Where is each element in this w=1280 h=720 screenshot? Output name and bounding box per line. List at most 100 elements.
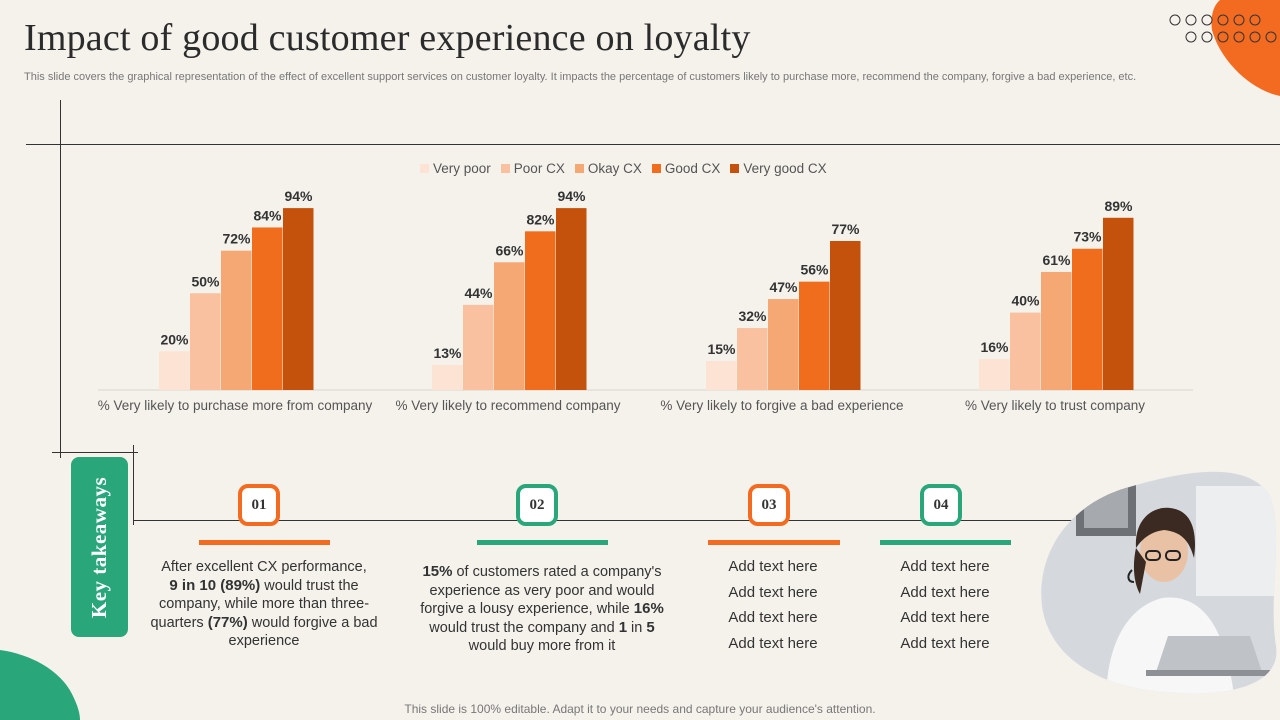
legend-item: Poor CX	[500, 161, 565, 176]
t2-part: 15%	[422, 563, 453, 580]
page-subtitle: This slide covers the graphical represen…	[24, 71, 1137, 83]
bar	[799, 281, 830, 390]
data-label: 89%	[1104, 198, 1133, 214]
bar	[1072, 248, 1103, 390]
data-label: 16%	[980, 339, 1009, 355]
takeaway-badge-02: 02	[516, 484, 558, 526]
bar	[432, 364, 463, 390]
data-label: 15%	[707, 341, 736, 357]
t1-part: 9 in 10 (89%)	[169, 576, 261, 594]
data-label: 84%	[253, 207, 282, 223]
bar	[737, 328, 768, 390]
legend-label: Poor CX	[513, 161, 565, 176]
dot-pattern	[1169, 14, 1277, 43]
data-label: 82%	[526, 211, 555, 227]
data-label: 77%	[831, 221, 860, 237]
legend-label: Okay CX	[587, 161, 642, 176]
legend-swatch	[420, 164, 429, 173]
frame-line-top	[26, 144, 1280, 145]
bar	[830, 241, 861, 390]
bar	[706, 360, 737, 390]
category-label: % Very likely to forgive a bad experienc…	[660, 398, 903, 413]
takeaway-underbar-01	[199, 540, 330, 545]
timeline-line	[133, 520, 1073, 521]
t2-part: 16%	[633, 600, 664, 617]
bar	[1041, 271, 1072, 390]
data-label: 20%	[160, 331, 189, 347]
bar	[1103, 217, 1134, 390]
category-label: % Very likely to trust company	[965, 398, 1145, 413]
bar	[221, 250, 252, 390]
t2-part: would buy more from it	[468, 638, 616, 654]
bar	[1010, 312, 1041, 390]
legend-label: Very poor	[433, 161, 491, 176]
legend-item: Okay CX	[574, 161, 642, 176]
list-item: Add text here	[900, 558, 990, 575]
green-blob-decoration	[0, 650, 80, 720]
data-label: 94%	[284, 188, 313, 204]
takeaway-underbar-02	[477, 540, 608, 545]
data-label: 40%	[1011, 293, 1040, 309]
bar-chart: 20%50%72%84%94%% Very likely to purchase…	[98, 188, 1193, 413]
t2-part: in	[627, 619, 647, 636]
t1-part: After excellent CX performance,	[161, 559, 367, 575]
t2-part: would trust the company and	[429, 619, 619, 636]
t2-part: 5	[646, 618, 655, 636]
legend-swatch	[500, 164, 510, 173]
bar	[283, 208, 314, 390]
footer-note: This slide is 100% editable. Adapt it to…	[404, 702, 876, 716]
takeaway-list-03: Add text here Add text here Add text her…	[706, 558, 840, 661]
corner-decoration	[1211, 0, 1280, 96]
bar	[768, 299, 799, 390]
legend-item: Very poor	[420, 161, 491, 176]
list-item: Add text here	[728, 558, 818, 575]
category-label: % Very likely to purchase more from comp…	[98, 398, 373, 413]
legend-swatch	[730, 164, 740, 173]
list-item: Add text here	[728, 609, 818, 627]
frame-line-mid-v	[133, 445, 134, 525]
category-label: % Very likely to recommend company	[395, 398, 620, 413]
data-label: 66%	[495, 242, 524, 258]
data-label: 56%	[800, 262, 829, 278]
data-label: 44%	[464, 285, 493, 301]
bar	[463, 304, 494, 390]
list-item: Add text here	[900, 583, 990, 601]
data-label: 94%	[557, 188, 586, 204]
takeaway-badge-03: 03	[748, 484, 790, 526]
takeaway-underbar-03	[708, 540, 840, 545]
bar	[252, 227, 283, 390]
frame-line-mid	[52, 452, 138, 453]
page-title: Impact of good customer experience on lo…	[24, 17, 751, 59]
takeaway-badge-04: 04	[920, 484, 962, 526]
data-label: 73%	[1073, 229, 1102, 245]
chart-legend: Very poor Poor CX Okay CX Good CX Very g…	[420, 161, 827, 176]
takeaway-underbar-04	[880, 540, 1011, 545]
key-takeaways-text: Key takeaways	[87, 476, 111, 618]
legend-item: Very good CX	[730, 161, 827, 176]
customer-support-photo	[1041, 471, 1277, 694]
takeaway-text-01: After excellent CX performance, 9 in 10 …	[150, 558, 378, 651]
data-label: 61%	[1042, 252, 1071, 268]
data-label: 13%	[433, 345, 462, 361]
t2-part: 1	[618, 618, 628, 636]
t1-part: would trust the company, while more than…	[150, 577, 370, 631]
list-item: Add text here	[900, 609, 990, 627]
legend-item: Good CX	[651, 161, 721, 176]
bar	[190, 293, 221, 390]
data-label: 32%	[738, 308, 767, 324]
bar	[159, 351, 190, 390]
frame-line-left	[60, 100, 61, 458]
list-item: Add text here	[728, 583, 818, 601]
list-item: Add text here	[900, 635, 990, 653]
takeaway-badge-01: 01	[238, 484, 280, 526]
t1-part: would forgive a bad experience	[228, 614, 378, 650]
data-label: 50%	[191, 273, 220, 289]
takeaway-list-04: Add text here Add text here Add text her…	[878, 558, 1012, 661]
bar	[494, 262, 525, 390]
key-takeaways-label: Key takeaways	[71, 457, 128, 637]
bar	[556, 208, 587, 390]
legend-swatch	[574, 164, 584, 173]
legend-swatch	[651, 164, 661, 173]
legend-label: Good CX	[664, 161, 721, 176]
legend-label: Very good CX	[743, 161, 827, 176]
